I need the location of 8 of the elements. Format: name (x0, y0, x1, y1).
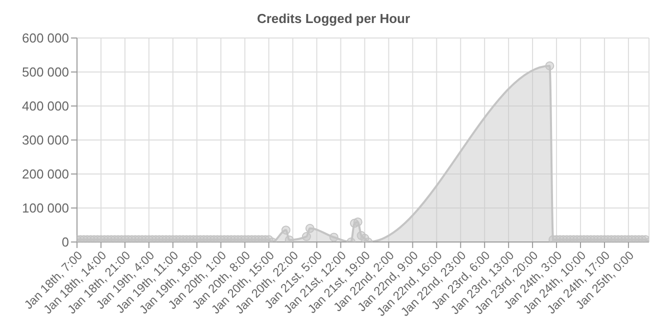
y-tick-label: 0 (62, 234, 69, 250)
y-tick-label: 200 000 (22, 166, 69, 182)
chart-title: Credits Logged per Hour (256, 10, 412, 28)
y-tick-label: 500 000 (22, 64, 69, 80)
y-tick-label: 600 000 (22, 30, 69, 46)
y-tick-label: 100 000 (22, 200, 69, 216)
y-tick-label: 400 000 (22, 98, 69, 114)
y-tick-label: 300 000 (22, 132, 69, 148)
